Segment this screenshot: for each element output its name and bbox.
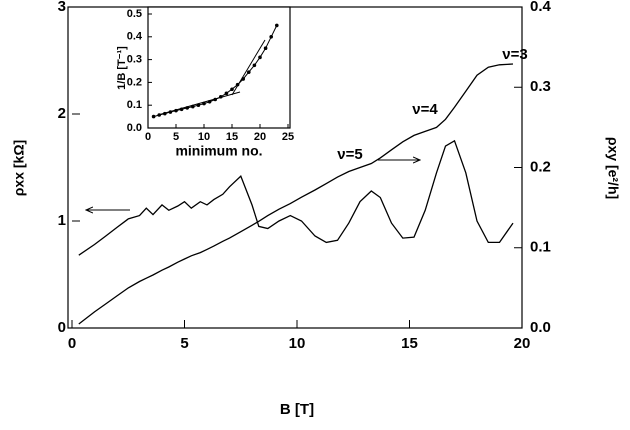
y-tick-label: 0.1 [127, 99, 142, 111]
data-point [174, 108, 178, 113]
y-tick-label: 1 [58, 212, 66, 229]
data-point [269, 35, 274, 39]
y2-tick-label: 0.0 [530, 319, 551, 336]
data-line [78, 63, 514, 325]
x-tick-label: 0 [145, 131, 151, 143]
x-tick-label: 10 [198, 131, 210, 143]
x-tick-label: 5 [180, 335, 188, 352]
data-point [241, 77, 245, 81]
data-point [252, 63, 257, 68]
y-tick-label: 0 [58, 319, 66, 336]
annotation: ν=4 [412, 101, 438, 118]
x-axis-label: B [T] [280, 401, 314, 418]
data-point [163, 111, 167, 116]
data-point [151, 114, 156, 119]
x-tick-label: 20 [514, 335, 531, 352]
y-tick-label: 2 [58, 105, 66, 122]
y-axis-label: ρxx [kΩ] [11, 140, 27, 196]
x-tick-label: 5 [173, 131, 179, 143]
data-point [263, 46, 268, 50]
data-point [179, 107, 184, 112]
y2-tick-label: 0.2 [530, 158, 551, 175]
inset-frame [147, 6, 291, 129]
data-point [235, 82, 240, 87]
inset-y-label: 1/B [T⁻¹] [116, 46, 128, 90]
y2-tick-label: 0.3 [530, 78, 551, 95]
y2-tick-label: 0.1 [530, 239, 551, 256]
data-point [213, 97, 217, 102]
x-tick-label: 0 [68, 335, 76, 352]
data-line [78, 139, 514, 256]
data-point [191, 104, 195, 109]
data-point [168, 110, 173, 114]
data-point [224, 91, 229, 96]
annotation: ν=3 [502, 46, 527, 63]
data-point [275, 23, 279, 28]
data-point [196, 103, 201, 107]
y-tick-label: 0.5 [127, 8, 142, 20]
data-point [185, 106, 189, 110]
x-tick-label: 20 [254, 131, 266, 143]
x-tick-label: 15 [401, 335, 418, 352]
data-point [219, 94, 223, 99]
y2-tick-label: 0.4 [530, 0, 552, 15]
y-tick-label: 3 [58, 0, 66, 15]
y-tick-label: 0.3 [127, 54, 142, 66]
y2-axis-label: ρxy [e²/h] [605, 137, 621, 199]
data-point [157, 113, 161, 117]
x-tick-label: 25 [282, 131, 294, 143]
x-tick-label: 10 [289, 335, 306, 352]
data-point [258, 55, 262, 60]
data-point [207, 99, 212, 104]
inset-x-label: minimum no. [175, 143, 262, 159]
y-tick-label: 0.2 [127, 76, 142, 88]
data-point [202, 101, 206, 106]
annotation: ν=5 [337, 146, 362, 163]
y-tick-label: 0.4 [127, 31, 143, 43]
data-point [247, 70, 251, 74]
x-tick-label: 15 [226, 131, 238, 143]
data-point [230, 87, 234, 92]
y-tick-label: 0.0 [127, 122, 142, 134]
